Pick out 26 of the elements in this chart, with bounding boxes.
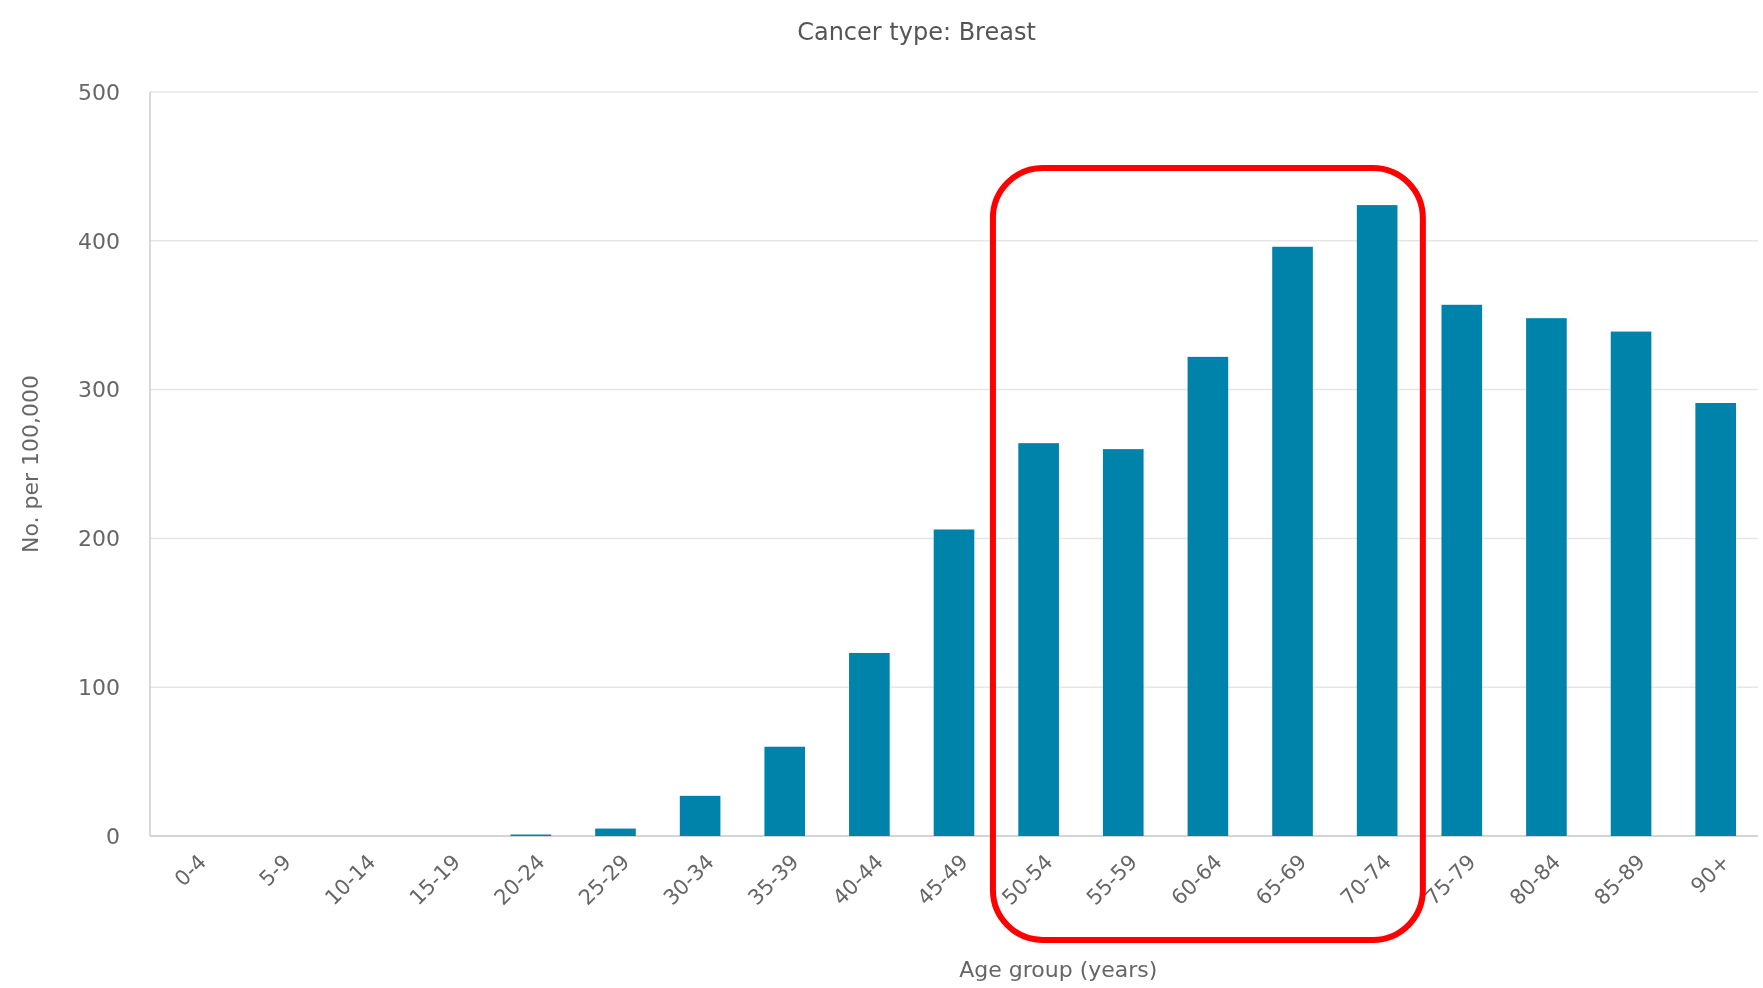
bar xyxy=(849,652,890,836)
bar xyxy=(1018,443,1059,836)
y-axis-title: No. per 100,000 xyxy=(18,374,43,554)
y-tick-label: 500 xyxy=(78,79,120,105)
y-tick-label: 400 xyxy=(78,228,120,254)
y-tick-label: 0 xyxy=(106,823,120,849)
bar xyxy=(1356,205,1398,836)
bar xyxy=(595,828,636,836)
x-tick-label: 5-9 xyxy=(254,849,296,891)
bar xyxy=(764,746,806,836)
chart-title: Cancer type: Breast xyxy=(797,18,1036,46)
y-tick-label: 100 xyxy=(78,674,120,700)
bar xyxy=(1102,449,1144,836)
bar xyxy=(1272,246,1313,836)
bar xyxy=(679,795,721,836)
x-axis-title: Age group (years) xyxy=(959,957,1158,982)
bar xyxy=(1187,356,1229,836)
x-tick-label: 0-4 xyxy=(169,849,212,891)
y-tick-label: 200 xyxy=(78,526,120,552)
bar xyxy=(1526,318,1567,836)
y-tick-label: 300 xyxy=(78,377,120,403)
bar xyxy=(1610,331,1652,836)
x-tick-label: 90+ xyxy=(1686,849,1735,899)
bar xyxy=(1441,304,1483,836)
bar xyxy=(933,529,975,836)
bar xyxy=(1695,402,1736,836)
